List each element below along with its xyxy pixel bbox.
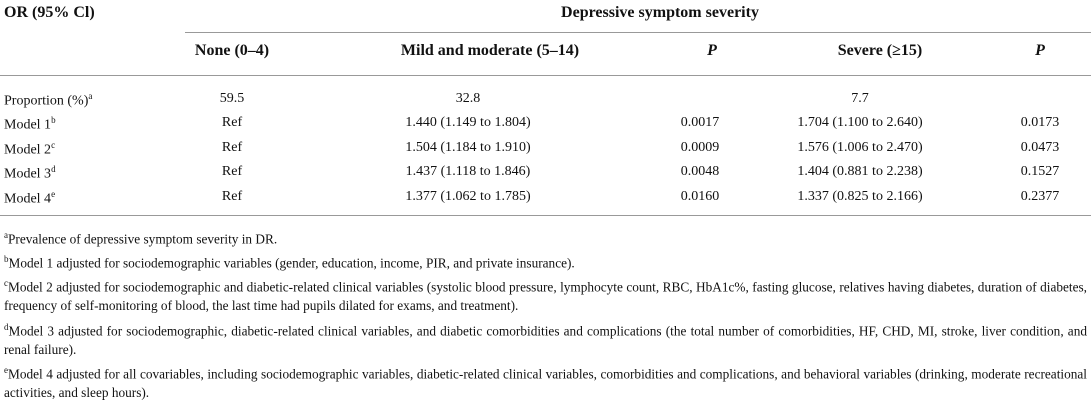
cell: Ref bbox=[221, 115, 243, 130]
cell: Ref bbox=[221, 164, 243, 180]
rule bbox=[185, 32, 1091, 33]
cell: 1.576 (1.006 to 2.470) bbox=[797, 139, 923, 155]
footnote-mark: d bbox=[51, 164, 56, 175]
footnote-text: Model 3 adjusted for sociodemographic, d… bbox=[4, 323, 1087, 358]
cell: 0.1527 bbox=[1020, 164, 1060, 180]
cell: 1.437 (1.118 to 1.846) bbox=[405, 164, 531, 180]
column-header: P bbox=[707, 42, 717, 59]
footnote-text: Model 4 adjusted for all covariables, in… bbox=[4, 366, 1087, 401]
footnote-mark: a bbox=[88, 91, 93, 101]
footnote-text: Model 1 adjusted for sociodemographic va… bbox=[8, 255, 575, 271]
row-label-text: Model 3 bbox=[4, 167, 52, 183]
cell: 32.8 bbox=[455, 91, 481, 106]
row-label-text: Proportion (%) bbox=[4, 93, 89, 109]
footnote-mark: a bbox=[4, 230, 8, 240]
row-label-text: Model 4 bbox=[4, 191, 52, 207]
row-label: Model 1b bbox=[4, 115, 56, 134]
footnote-mark: d bbox=[4, 322, 9, 332]
cell: 1.504 (1.184 to 1.910) bbox=[405, 139, 531, 155]
cell: 0.0160 bbox=[680, 189, 720, 205]
cell: 59.5 bbox=[219, 91, 245, 106]
rule bbox=[0, 215, 1091, 216]
table-title: OR (95% Cl) bbox=[4, 4, 95, 21]
footnote: cModel 2 adjusted for sociodemographic a… bbox=[4, 274, 1087, 315]
column-header: Severe (≥15) bbox=[837, 42, 923, 59]
column-header: Mild and moderate (5–14) bbox=[400, 42, 580, 59]
cell: 0.0173 bbox=[1020, 115, 1060, 130]
footnote-text: Model 2 adjusted for sociodemographic an… bbox=[4, 279, 1087, 314]
cell: 1.377 (1.062 to 1.785) bbox=[405, 189, 531, 205]
footnote-mark: e bbox=[51, 189, 56, 200]
row-label: Model 2c bbox=[4, 140, 55, 159]
footnote-mark: c bbox=[51, 139, 56, 150]
footnote-mark: e bbox=[4, 365, 8, 375]
footnote-mark: b bbox=[51, 115, 56, 125]
cell: 1.704 (1.100 to 2.640) bbox=[797, 115, 923, 130]
cell: Ref bbox=[221, 189, 243, 205]
cell: 1.404 (0.881 to 2.238) bbox=[797, 164, 923, 180]
group-header: Depressive symptom severity bbox=[561, 4, 759, 21]
footnote: aPrevalence of depressive symptom severi… bbox=[4, 226, 1087, 248]
row-label: Model 3d bbox=[4, 164, 56, 183]
footnote: dModel 3 adjusted for sociodemographic, … bbox=[4, 318, 1087, 359]
rule bbox=[0, 75, 1091, 76]
cell: 0.2377 bbox=[1020, 189, 1060, 205]
column-header: None (0–4) bbox=[194, 42, 270, 59]
cell: 0.0009 bbox=[680, 139, 720, 155]
cell: 1.337 (0.825 to 2.166) bbox=[797, 189, 923, 205]
cell: Ref bbox=[221, 139, 243, 155]
footnote: bModel 1 adjusted for sociodemographic v… bbox=[4, 250, 1087, 272]
cell: 1.440 (1.149 to 1.804) bbox=[405, 115, 531, 130]
footnote-text: Prevalence of depressive symptom severit… bbox=[8, 231, 278, 247]
footnote-mark: c bbox=[4, 278, 8, 288]
cell: 0.0473 bbox=[1020, 139, 1060, 155]
cell: 7.7 bbox=[851, 91, 869, 106]
cell: 0.0048 bbox=[680, 164, 720, 180]
cell: 0.0017 bbox=[680, 115, 720, 130]
column-header: P bbox=[1035, 42, 1045, 59]
row-label: Proportion (%)a bbox=[4, 91, 92, 110]
row-label-text: Model 1 bbox=[4, 117, 52, 133]
row-label-text: Model 2 bbox=[4, 142, 52, 158]
row-label: Model 4e bbox=[4, 189, 55, 208]
footnote-mark: b bbox=[4, 254, 9, 264]
footnote: eModel 4 adjusted for all covariables, i… bbox=[4, 361, 1087, 402]
